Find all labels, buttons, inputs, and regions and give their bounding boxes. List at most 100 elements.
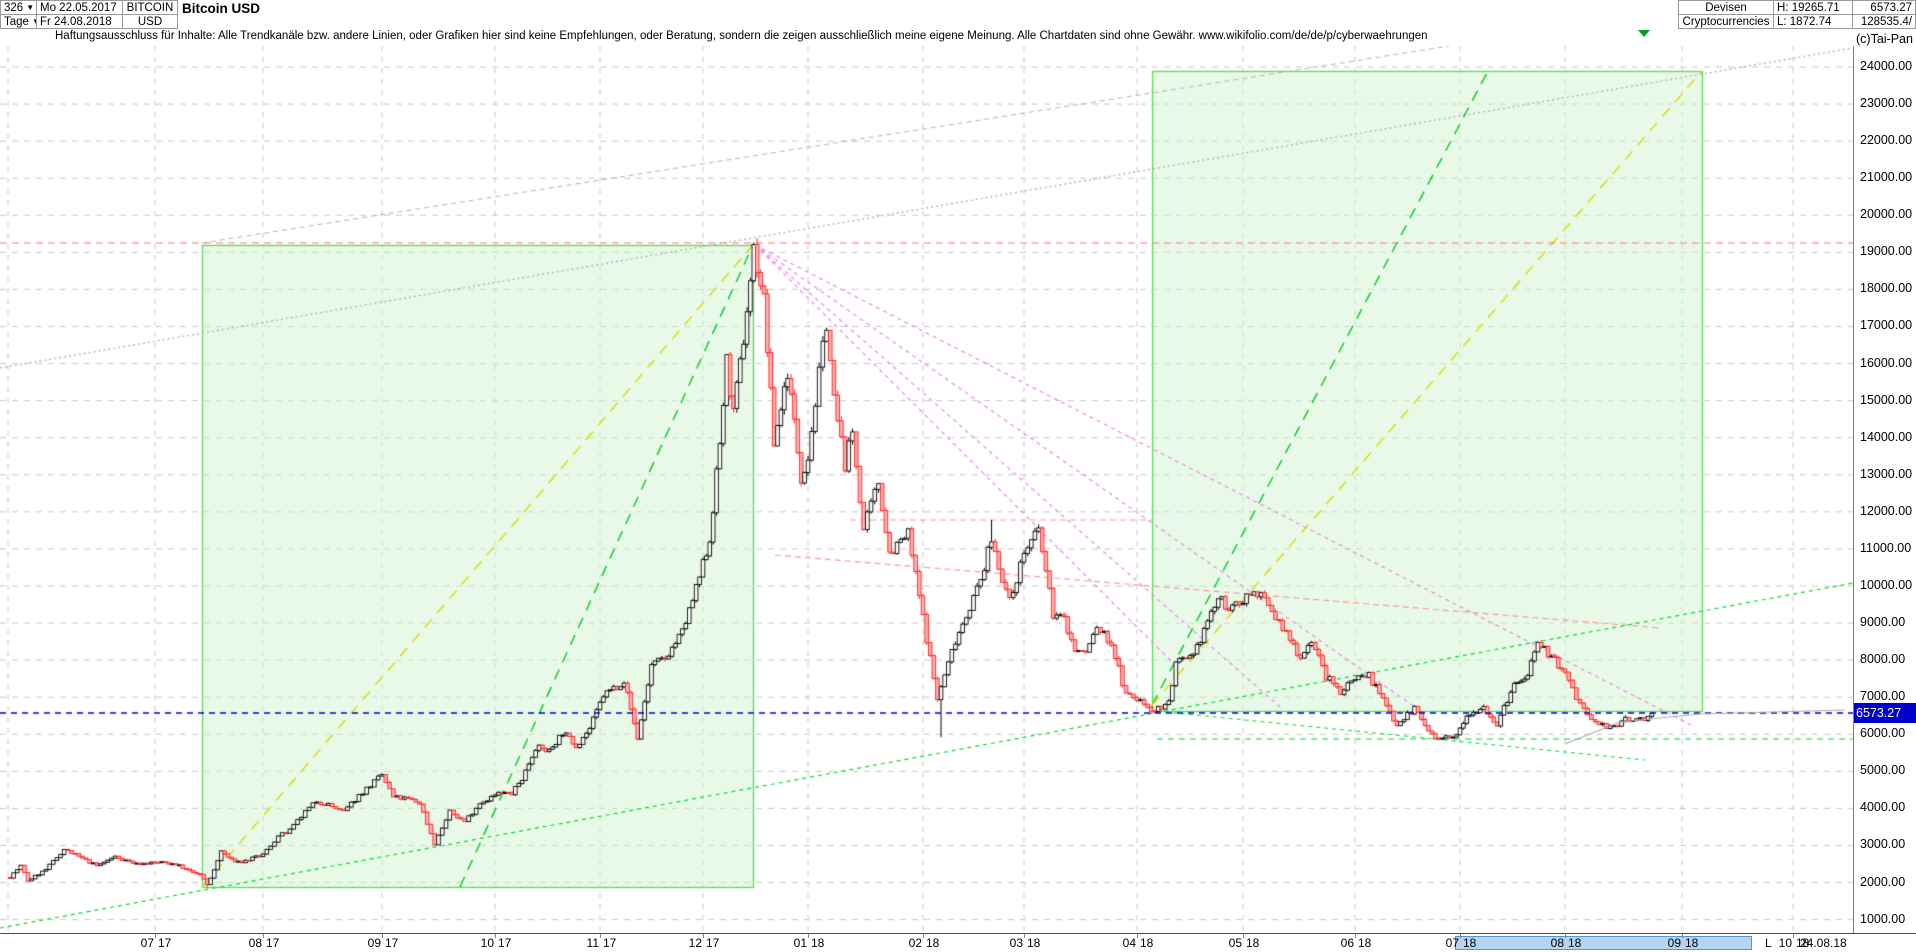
price-axis-label: 9000.00 [1860, 615, 1906, 630]
year-label: 18 [1685, 936, 1699, 950]
date-to-field[interactable]: Fr 24.08.2018 [36, 14, 123, 29]
dropdown-arrow-icon: ▼ [26, 2, 35, 12]
month-label: 10 [480, 936, 494, 950]
year-label: 17 [706, 936, 720, 950]
price-axis-label: 11000.00 [1860, 540, 1912, 555]
date-axis[interactable]: L 24.08.18 07 17 08 17 09 17 10 17 11 17 12 17 01 18 0… [0, 933, 1916, 952]
month-tick [1565, 934, 1566, 938]
year-label: 18 [1140, 936, 1154, 950]
month-label: 07 [1445, 936, 1459, 950]
month-tick [600, 934, 601, 938]
month-tick [1460, 934, 1461, 938]
price-axis-label: 22000.00 [1860, 133, 1913, 148]
month-label: 08 [248, 936, 262, 950]
chart-canvas[interactable] [0, 46, 1853, 933]
current-price-badge: 6573.27 [1854, 703, 1916, 723]
price-axis-label: 13000.00 [1860, 466, 1913, 481]
month-label: 08 [1550, 936, 1564, 950]
month-tick [1243, 934, 1244, 938]
month-label: 02 [908, 936, 922, 950]
month-label: 10 [1778, 936, 1792, 950]
month-label: 07 [140, 936, 154, 950]
year-label: 17 [266, 936, 280, 950]
page-title: Bitcoin USD [182, 0, 261, 16]
month-tick [1355, 934, 1356, 938]
date-from-field[interactable]: Mo 22.05.2017 [36, 0, 123, 15]
period-low-value: L: 1872.74 [1773, 14, 1853, 29]
price-axis-label: 4000.00 [1860, 800, 1906, 815]
last-marker-label: L [1765, 936, 1772, 950]
year-label: 18 [1027, 936, 1041, 950]
month-tick [703, 934, 704, 938]
price-axis-label: 3000.00 [1860, 837, 1906, 852]
category-line1: Devisen [1678, 0, 1774, 15]
year-label: 18 [926, 936, 940, 950]
month-label: 12 [688, 936, 702, 950]
month-tick [808, 934, 809, 938]
disclaimer-text: Haftungsausschluss für Inhalte: Alle Tre… [55, 30, 1428, 42]
month-label: 11 [586, 936, 599, 950]
month-tick [495, 934, 496, 938]
year-label: 18 [1358, 936, 1372, 950]
titlebar: 326▼ Tage▼ Mo 22.05.2017 Fr 24.08.2018 B… [0, 0, 1916, 29]
price-axis-label: 21000.00 [1860, 170, 1913, 185]
month-tick [1793, 934, 1794, 938]
price-axis-label: 18000.00 [1860, 281, 1913, 296]
year-label: 18 [1796, 936, 1810, 950]
category-line2: Cryptocurrencies [1678, 14, 1774, 29]
month-tick [155, 934, 156, 938]
year-label: 17 [498, 936, 512, 950]
price-axis-label: 15000.00 [1860, 392, 1913, 407]
current-bar-marker-icon [1638, 30, 1650, 37]
month-tick [382, 934, 383, 938]
price-axis-label: 5000.00 [1860, 763, 1906, 778]
copyright-label: (c)Tai-Pan [1856, 32, 1913, 46]
last-price-value: 6573.27 [1852, 0, 1916, 15]
price-axis-label: 19000.00 [1860, 244, 1913, 259]
price-axis-label: 20000.00 [1860, 207, 1913, 222]
year-label: 18 [1568, 936, 1582, 950]
month-tick [1137, 934, 1138, 938]
price-axis-label: 14000.00 [1860, 429, 1913, 444]
month-label: 06 [1340, 936, 1354, 950]
month-tick [263, 934, 264, 938]
price-axis-label: 12000.00 [1860, 503, 1913, 518]
period-dropdown[interactable]: Tage▼ [0, 14, 37, 29]
date-range-highlight[interactable] [1455, 936, 1752, 950]
price-axis-label: 24000.00 [1860, 59, 1913, 73]
month-tick [1682, 934, 1683, 938]
month-tick [923, 934, 924, 938]
month-label: 01 [793, 936, 807, 950]
month-label: 03 [1009, 936, 1023, 950]
year-label: 18 [1246, 936, 1260, 950]
dropdown-arrow-icon: ▼ [32, 16, 36, 28]
period-label: Tage [4, 15, 29, 28]
price-axis[interactable]: 6573.27 24000.00 23000.00 22000.00 21000.00… [1853, 46, 1916, 933]
month-tick [1024, 934, 1025, 938]
last-date-label: 24.08.18 [1800, 936, 1847, 950]
price-axis-label: 1000.00 [1860, 911, 1906, 926]
price-axis-label: 8000.00 [1860, 652, 1906, 667]
year-label: 17 [158, 936, 172, 950]
month-label: 04 [1122, 936, 1136, 950]
symbol-name: BITCOIN [122, 0, 178, 15]
preset-number-dropdown[interactable]: 326 ▼ [0, 0, 37, 15]
month-label: 05 [1228, 936, 1242, 950]
price-axis-label: 10000.00 [1860, 577, 1913, 592]
year-label: 17 [603, 936, 617, 950]
price-axis-label: 23000.00 [1860, 96, 1913, 111]
year-label: 18 [811, 936, 825, 950]
price-axis-label: 6000.00 [1860, 726, 1906, 741]
volume-info: 128535.4/ [1852, 14, 1916, 29]
symbol-currency: USD [122, 14, 178, 29]
month-label: 09 [1667, 936, 1681, 950]
price-axis-label: 2000.00 [1860, 874, 1906, 889]
price-axis-label: 17000.00 [1860, 318, 1913, 333]
preset-number: 326 [4, 1, 24, 14]
year-label: 17 [385, 936, 399, 950]
period-high-value: H: 19265.71 [1773, 0, 1853, 15]
price-axis-label: 16000.00 [1860, 355, 1913, 370]
price-axis-label: 7000.00 [1860, 689, 1906, 704]
month-label: 09 [367, 936, 381, 950]
